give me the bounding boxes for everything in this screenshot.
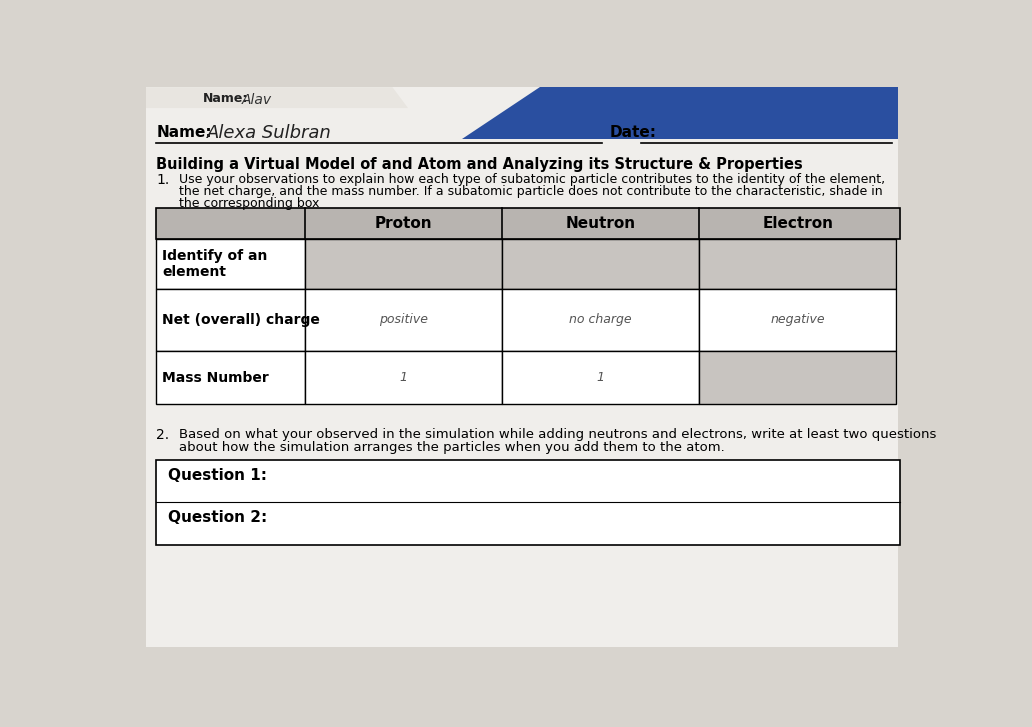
Text: 2.: 2. <box>156 427 169 441</box>
Polygon shape <box>462 87 898 139</box>
Text: Name:: Name: <box>156 125 212 140</box>
FancyBboxPatch shape <box>156 239 304 289</box>
Text: Net (overall) charge: Net (overall) charge <box>162 313 320 326</box>
FancyBboxPatch shape <box>503 350 700 404</box>
Text: no charge: no charge <box>570 313 632 326</box>
Text: 1: 1 <box>596 371 605 384</box>
FancyBboxPatch shape <box>503 289 700 350</box>
Text: positive: positive <box>379 313 428 326</box>
FancyBboxPatch shape <box>147 124 898 647</box>
Text: the net charge, and the mass number. If a subatomic particle does not contribute: the net charge, and the mass number. If … <box>180 185 883 198</box>
Text: 1: 1 <box>399 371 408 384</box>
Text: the corresponding box: the corresponding box <box>180 196 320 209</box>
FancyBboxPatch shape <box>156 289 304 350</box>
Text: Mass Number: Mass Number <box>162 371 269 385</box>
FancyBboxPatch shape <box>156 460 900 545</box>
FancyBboxPatch shape <box>304 239 503 289</box>
Text: Date:: Date: <box>610 125 656 140</box>
Text: Name:: Name: <box>202 92 248 105</box>
Text: 1.: 1. <box>156 174 169 188</box>
FancyBboxPatch shape <box>304 350 503 404</box>
Text: Electron: Electron <box>763 216 833 231</box>
FancyBboxPatch shape <box>700 239 897 289</box>
Text: Neutron: Neutron <box>566 216 636 231</box>
FancyBboxPatch shape <box>304 289 503 350</box>
Text: about how the simulation arranges the particles when you add them to the atom.: about how the simulation arranges the pa… <box>180 441 725 454</box>
Text: Alav: Alav <box>241 93 271 108</box>
Text: Proton: Proton <box>375 216 432 231</box>
Text: Use your observations to explain how each type of subatomic particle contributes: Use your observations to explain how eac… <box>180 174 885 187</box>
Text: negative: negative <box>771 313 826 326</box>
FancyBboxPatch shape <box>700 289 897 350</box>
FancyBboxPatch shape <box>156 208 900 239</box>
Text: Alexa Sulbran: Alexa Sulbran <box>206 124 331 142</box>
Polygon shape <box>147 87 898 124</box>
Text: Based on what your observed in the simulation while adding neutrons and electron: Based on what your observed in the simul… <box>180 427 937 441</box>
FancyBboxPatch shape <box>700 350 897 404</box>
Text: Identify of an
element: Identify of an element <box>162 249 267 279</box>
Text: Building a Virtual Model of and Atom and Analyzing its Structure & Properties: Building a Virtual Model of and Atom and… <box>156 156 803 172</box>
FancyBboxPatch shape <box>503 239 700 289</box>
Text: Question 1:: Question 1: <box>168 467 266 483</box>
FancyBboxPatch shape <box>156 350 304 404</box>
Polygon shape <box>147 87 408 108</box>
Text: Question 2:: Question 2: <box>168 510 267 525</box>
